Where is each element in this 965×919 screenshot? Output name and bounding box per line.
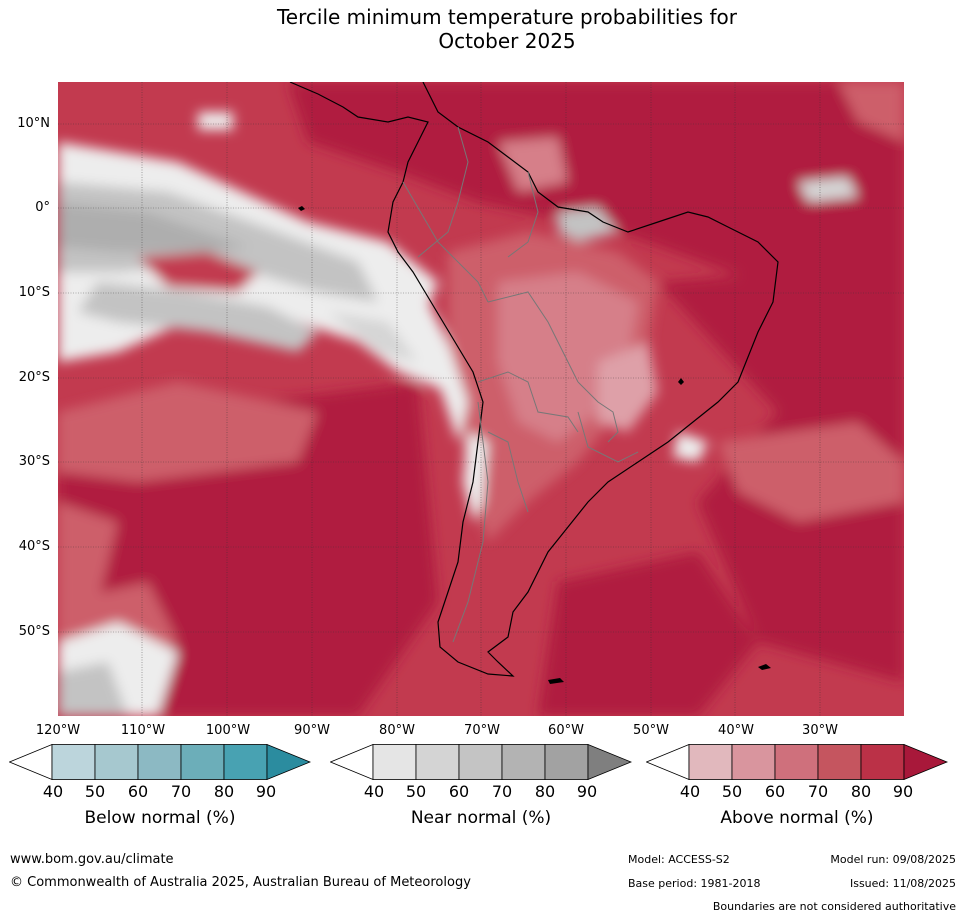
tick-near-70: 70 xyxy=(491,782,513,801)
map-title: Tercile minimum temperature probabilitie… xyxy=(0,5,965,53)
map-gridlines xyxy=(58,82,904,716)
colorbar-below-normal xyxy=(8,743,312,784)
colorbar-segment xyxy=(180,744,225,780)
lat-label-30s: 30°S xyxy=(18,454,50,469)
colorbar-upper-extend xyxy=(587,743,633,781)
title-line-1: Tercile minimum temperature probabilitie… xyxy=(276,5,738,29)
map-shading xyxy=(58,82,904,716)
tick-near-50: 50 xyxy=(405,782,427,801)
footer-website: www.bom.gov.au/climate xyxy=(10,852,174,867)
lon-label-60w: 60°W xyxy=(548,723,584,738)
colorbar-segment xyxy=(223,744,268,780)
tick-near-60: 60 xyxy=(448,782,470,801)
south-america-coastline xyxy=(289,82,779,677)
tick-above-50: 50 xyxy=(721,782,743,801)
tick-below-40: 40 xyxy=(42,782,64,801)
country-borders xyxy=(402,126,639,643)
footer-model-run: Model run: 09/08/2025 xyxy=(830,853,956,866)
footer-model: Model: ACCESS-S2 xyxy=(628,853,730,866)
tick-above-60: 60 xyxy=(764,782,786,801)
colorbar-label-below: Below normal (%) xyxy=(84,808,236,828)
tick-near-90: 90 xyxy=(576,782,598,801)
colorbar-segment xyxy=(415,744,460,780)
colorbar-near-svg xyxy=(329,743,633,781)
lon-label-30w: 30°W xyxy=(802,723,838,738)
colorbar-label-above: Above normal (%) xyxy=(720,808,874,828)
colorbar-segment xyxy=(94,744,139,780)
lat-label-10n: 10°N xyxy=(17,116,50,131)
tick-below-80: 80 xyxy=(213,782,235,801)
tick-below-90: 90 xyxy=(255,782,277,801)
colorbar-lower-extend xyxy=(645,743,690,781)
lon-label-100w: 100°W xyxy=(205,723,251,738)
lon-label-70w: 70°W xyxy=(464,723,500,738)
colorbar-above-normal xyxy=(645,743,949,784)
tick-near-40: 40 xyxy=(363,782,385,801)
colorbar-segment xyxy=(544,744,589,780)
colorbar-above-svg xyxy=(645,743,949,781)
lon-label-90w: 90°W xyxy=(294,723,330,738)
tick-above-90: 90 xyxy=(892,782,914,801)
lat-label-40s: 40°S xyxy=(18,539,50,554)
title-line-2: October 2025 xyxy=(438,29,576,53)
tick-above-40: 40 xyxy=(679,782,701,801)
footer-issued: Issued: 11/08/2025 xyxy=(849,877,956,890)
lon-label-40w: 40°W xyxy=(718,723,754,738)
footer-copyright: © Commonwealth of Australia 2025, Austra… xyxy=(10,875,471,890)
colorbar-segment xyxy=(860,744,905,780)
colorbar-lower-extend xyxy=(329,743,374,781)
colorbar-lower-extend xyxy=(8,743,53,781)
colorbar-segment xyxy=(731,744,776,780)
colorbar-segment xyxy=(51,744,96,780)
lon-label-110w: 110°W xyxy=(120,723,166,738)
colorbar-upper-extend xyxy=(266,743,312,781)
footer-disclaimer: Boundaries are not considered authoritat… xyxy=(712,900,956,913)
footer-base-period: Base period: 1981-2018 xyxy=(628,877,761,890)
tick-below-60: 60 xyxy=(127,782,149,801)
lat-label-10s: 10°S xyxy=(18,285,50,300)
colorbar-upper-extend xyxy=(903,743,949,781)
lat-label-50s: 50°S xyxy=(18,624,50,639)
tick-above-80: 80 xyxy=(850,782,872,801)
colorbar-below-svg xyxy=(8,743,312,781)
colorbar-segment xyxy=(501,744,546,780)
colorbar-segment xyxy=(372,744,417,780)
tick-near-80: 80 xyxy=(534,782,556,801)
tick-below-70: 70 xyxy=(170,782,192,801)
colorbar-segment xyxy=(458,744,503,780)
colorbar-segment xyxy=(774,744,819,780)
colorbar-label-near: Near normal (%) xyxy=(410,808,552,828)
lat-label-20s: 20°S xyxy=(18,370,50,385)
colorbar-segment xyxy=(137,744,182,780)
colorbar-segment xyxy=(688,744,733,780)
islands xyxy=(298,206,771,684)
map-svg xyxy=(58,82,904,716)
lon-label-120w: 120°W xyxy=(35,723,81,738)
probability-map xyxy=(58,82,904,716)
tick-below-50: 50 xyxy=(84,782,106,801)
tick-above-70: 70 xyxy=(807,782,829,801)
lon-label-80w: 80°W xyxy=(379,723,415,738)
lat-label-0: 0° xyxy=(35,200,50,215)
lon-label-50w: 50°W xyxy=(633,723,669,738)
colorbar-near-normal xyxy=(329,743,633,784)
colorbar-segment xyxy=(817,744,862,780)
